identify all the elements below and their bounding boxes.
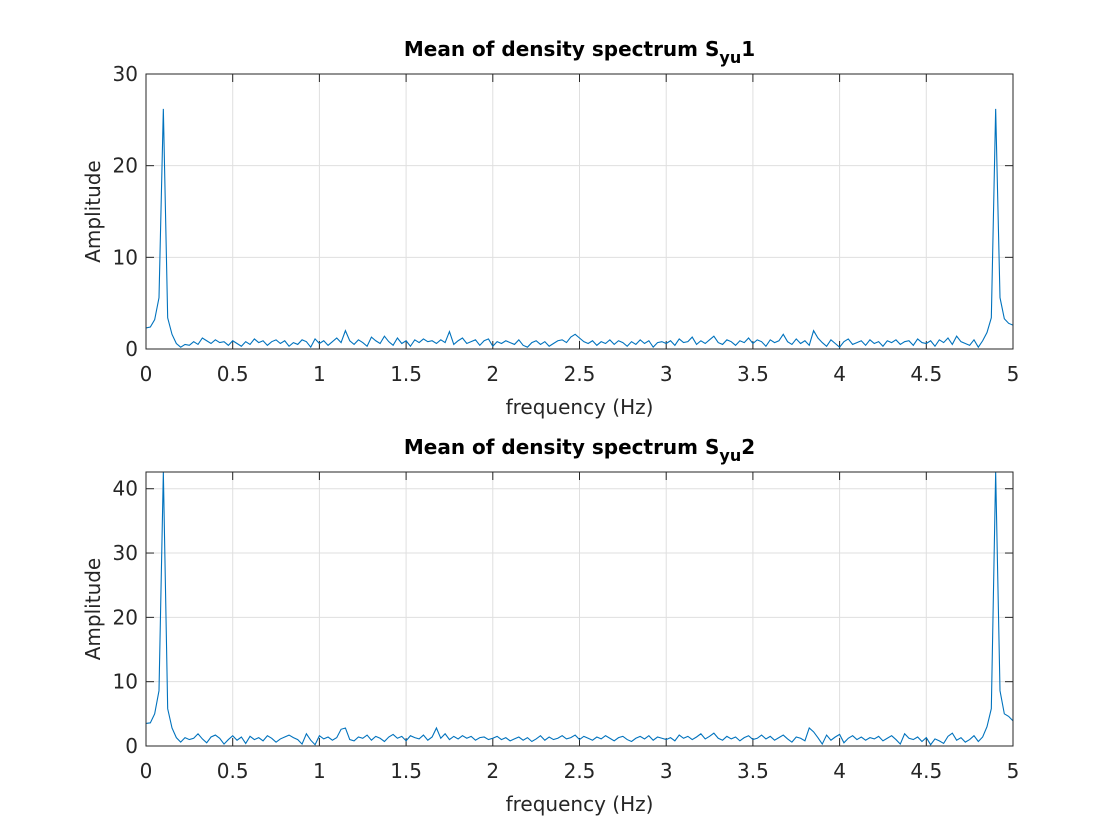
x-tick-label: 1: [313, 759, 326, 783]
y-tick-label: 30: [113, 541, 138, 565]
axes-box: [145, 471, 1014, 747]
title-part: Mean of density spectrum S: [404, 37, 720, 61]
x-tick-label: 2.5: [564, 759, 596, 783]
x-tick-label: 0: [140, 759, 153, 783]
x-tick-label: 1.5: [390, 759, 422, 783]
x-axis-label: frequency (Hz): [506, 395, 654, 419]
y-tick-label: 10: [113, 670, 138, 694]
x-tick-label: 3: [660, 759, 673, 783]
x-tick-label: 1.5: [390, 362, 422, 386]
x-tick-label: 2: [486, 362, 499, 386]
x-tick-label: 0.5: [217, 759, 249, 783]
x-tick-label: 3: [660, 362, 673, 386]
title-part: 1: [741, 37, 755, 61]
x-axis-label: frequency (Hz): [506, 792, 654, 816]
title-subscript: yu: [719, 48, 741, 67]
data-line: [146, 472, 1013, 746]
y-tick-label: 30: [113, 62, 138, 86]
chart-title: Mean of density spectrum Syu2: [404, 435, 755, 465]
x-tick-label: 0.5: [217, 362, 249, 386]
x-tick-label: 3.5: [737, 362, 769, 386]
y-axis-label: Amplitude: [81, 160, 105, 263]
y-tick-label: 20: [113, 605, 138, 629]
plot-lines: [146, 472, 1013, 746]
data-line: [146, 108, 1013, 349]
x-tick-label: 2: [486, 759, 499, 783]
title-part: 2: [741, 435, 755, 459]
chart-title: Mean of density spectrum Syu1: [404, 37, 755, 67]
title-part: Mean of density spectrum S: [404, 435, 720, 459]
x-tick-label: 5: [1007, 362, 1020, 386]
y-tick-label: 10: [113, 245, 138, 269]
x-tick-label: 2.5: [564, 362, 596, 386]
x-tick-label: 0: [140, 362, 153, 386]
y-tick-label: 20: [113, 154, 138, 178]
y-tick-label: 0: [125, 337, 138, 361]
x-tick-label: 4.5: [910, 362, 942, 386]
x-tick-label: 4.5: [910, 759, 942, 783]
x-tick-label: 4: [833, 362, 846, 386]
title-subscript: yu: [719, 446, 741, 465]
axes-box: [145, 73, 1014, 350]
y-axis-label: Amplitude: [81, 558, 105, 661]
x-tick-label: 3.5: [737, 759, 769, 783]
y-tick-label: 40: [113, 477, 138, 501]
y-tick-label: 0: [125, 734, 138, 758]
x-tick-label: 4: [833, 759, 846, 783]
x-tick-label: 1: [313, 362, 326, 386]
plot-lines: [146, 108, 1013, 349]
x-tick-label: 5: [1007, 759, 1020, 783]
